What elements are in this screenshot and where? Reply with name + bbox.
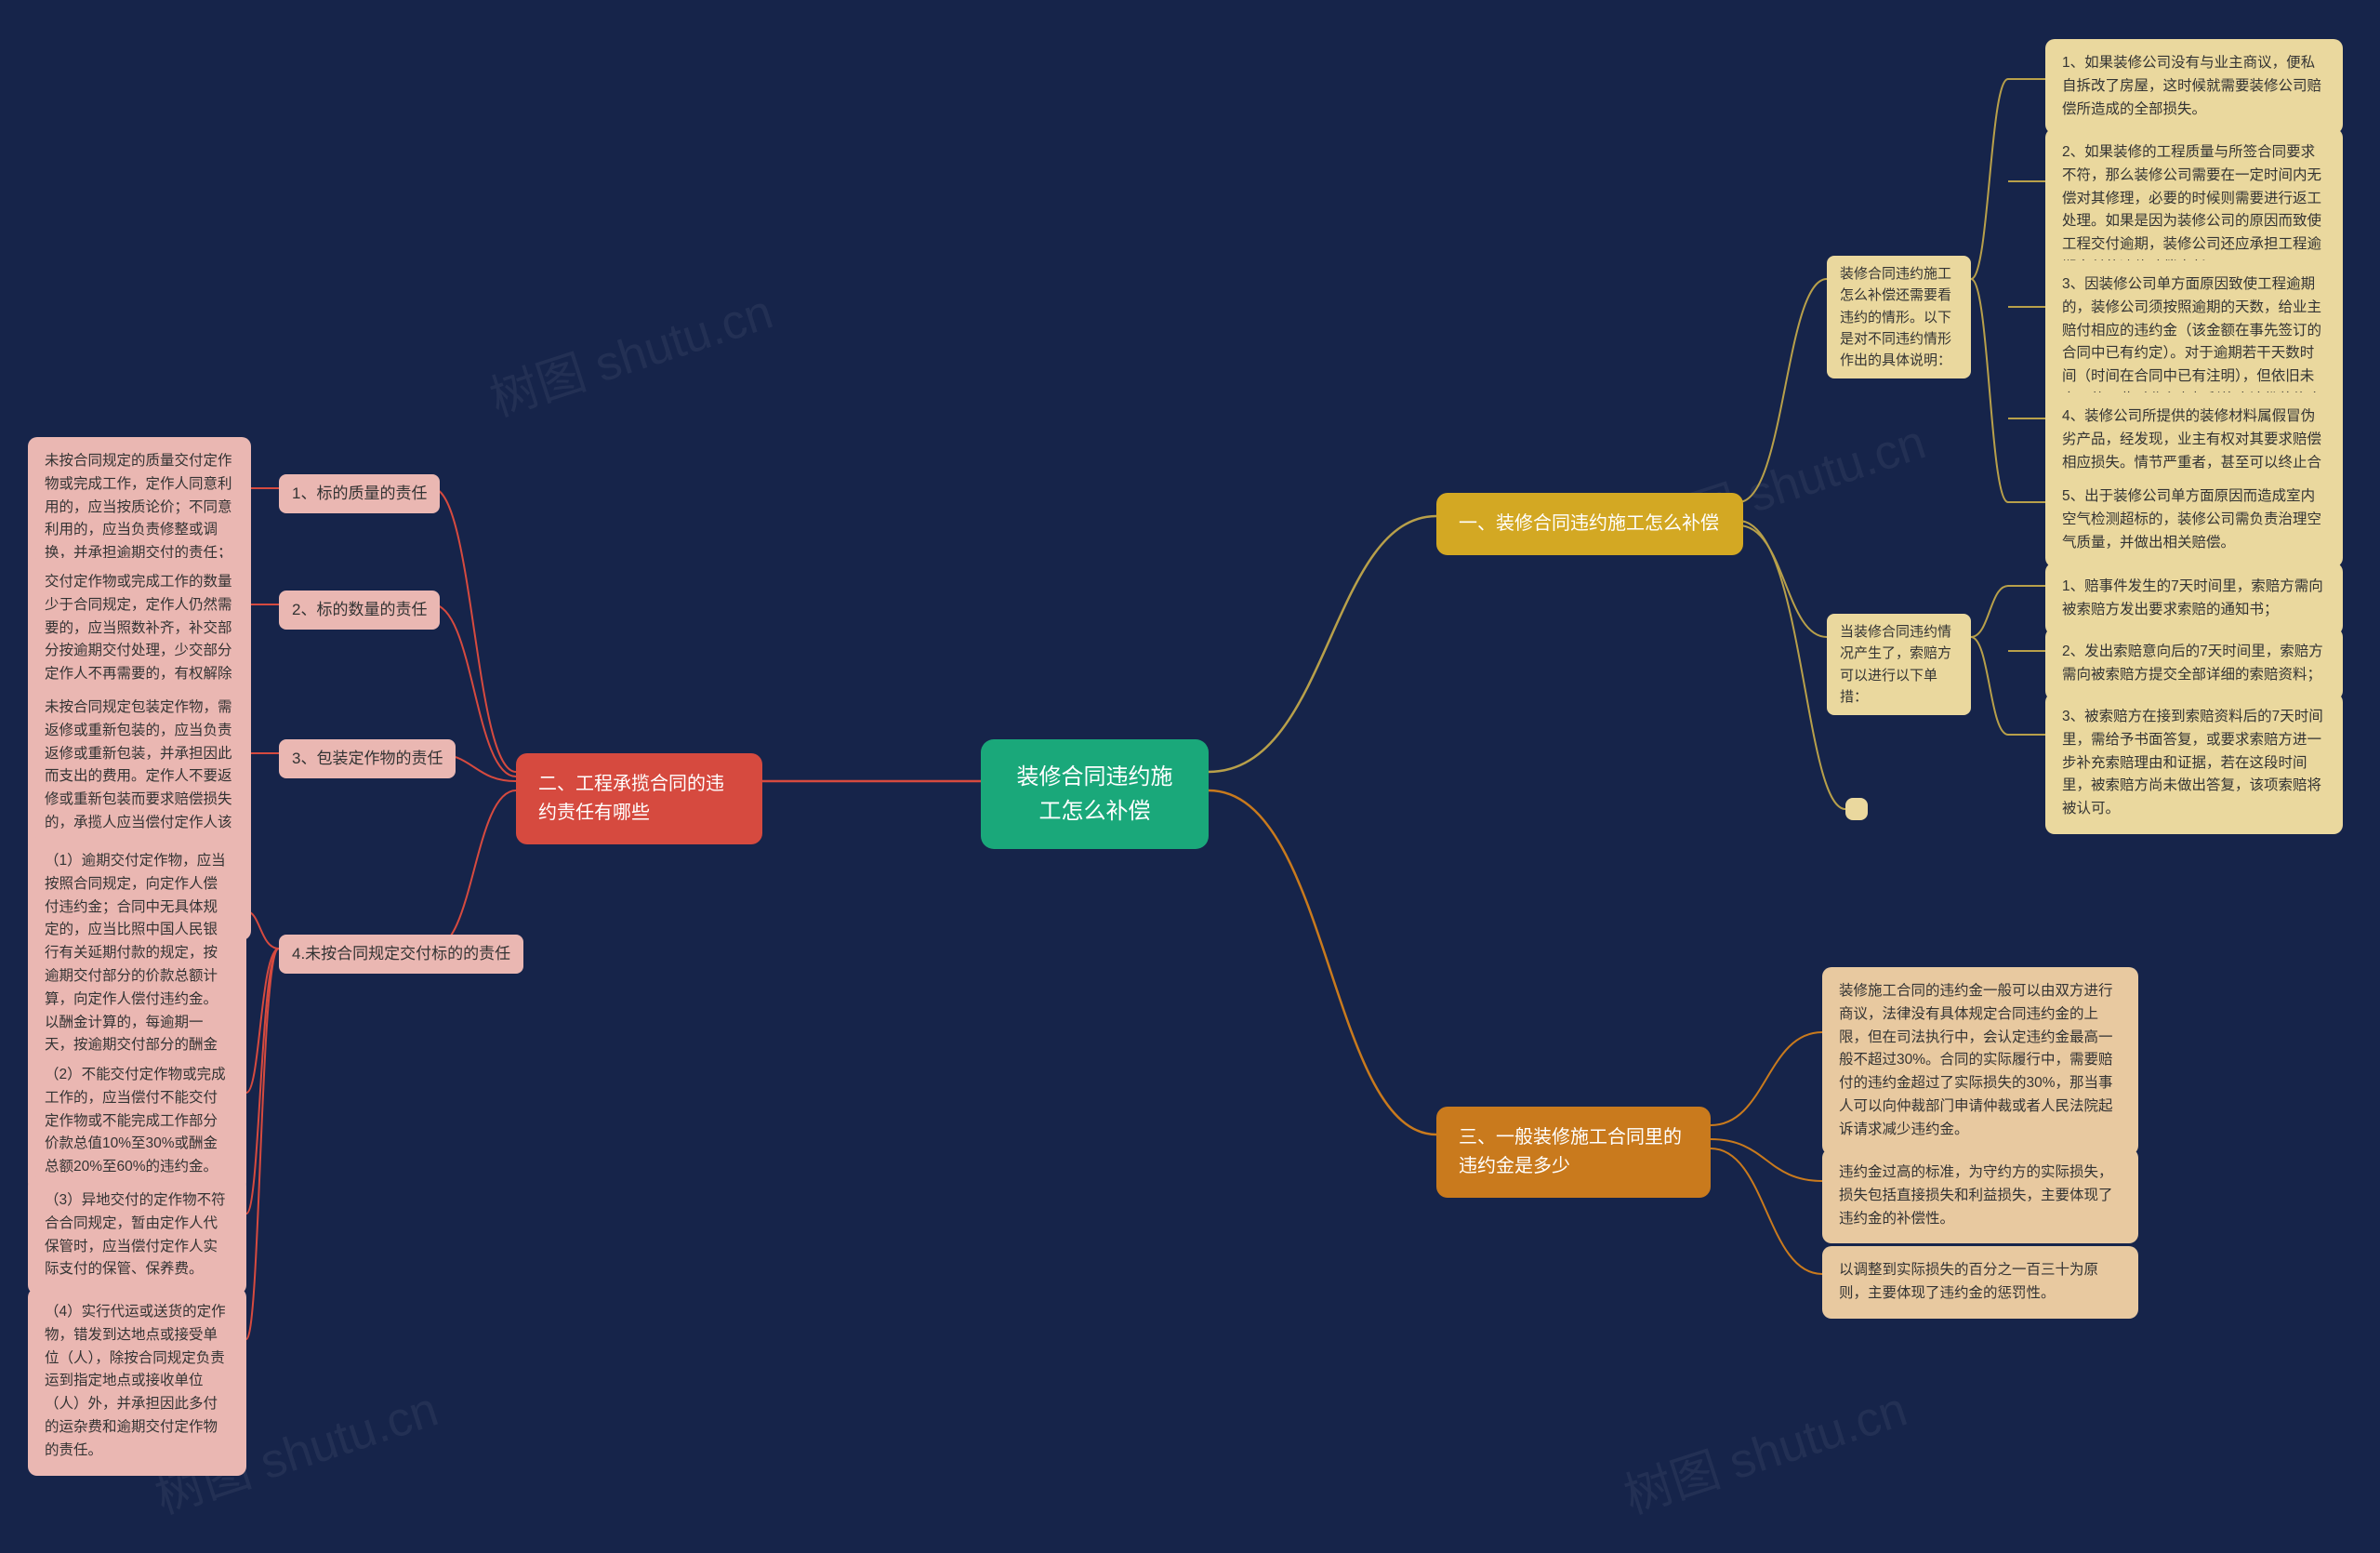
branch1-extra-node [1845, 798, 1868, 820]
branch1-sub2: 当装修合同违约情况产生了，索赔方可以进行以下单措： [1827, 614, 1971, 715]
branch1-sub1: 装修合同违约施工怎么补偿还需要看违约的情形。以下是对不同违约情形作出的具体说明： [1827, 256, 1971, 378]
branch-3: 三、一般装修施工合同里的违约金是多少 [1436, 1107, 1711, 1198]
branch2-sub-1: 1、标的质量的责任 [279, 474, 440, 513]
branch1-sub2-leaf-3: 3、被索赔方在接到索赔资料后的7天时间里，需给予书面答复，或要求索赔方进一步补充… [2045, 693, 2343, 834]
branch2-sub-3: 3、包装定作物的责任 [279, 739, 456, 778]
watermark: 树图 shutu.cn [1614, 1370, 1914, 1527]
watermark: 树图 shutu.cn [480, 272, 780, 430]
branch2-sub4-leaf-3: （3）异地交付的定作物不符合合同规定，暂由定作人代保管时，应当偿付定作人实际支付… [28, 1176, 246, 1294]
branch3-leaf-3: 以调整到实际损失的百分之一百三十为原则，主要体现了违约金的惩罚性。 [1822, 1246, 2138, 1319]
branch2-sub4-leaf-4: （4）实行代运或送货的定作物，错发到达地点或接受单位（人），除按合同规定负责运到… [28, 1288, 246, 1476]
branch2-sub-2: 2、标的数量的责任 [279, 591, 440, 630]
branch1-sub2-leaf-2: 2、发出索赔意向后的7天时间里，索赔方需向被索赔方提交全部详细的索赔资料； [2045, 628, 2343, 700]
root-node: 装修合同违约施工怎么补偿 [981, 739, 1209, 849]
branch2-sub4-leaf-2: （2）不能交付定作物或完成工作的，应当偿付不能交付定作物或不能完成工作部分价款总… [28, 1051, 246, 1192]
branch-1: 一、装修合同违约施工怎么补偿 [1436, 493, 1743, 555]
branch1-sub1-leaf-1: 1、如果装修公司没有与业主商议，便私自拆改了房屋，这时候就需要装修公司赔偿所造成… [2045, 39, 2343, 134]
branch3-leaf-2: 违约金过高的标准，为守约方的实际损失，损失包括直接损失和利益损失，主要体现了违约… [1822, 1148, 2138, 1243]
branch2-sub-4: 4.未按合同规定交付标的的责任 [279, 935, 523, 974]
branch-2: 二、工程承揽合同的违约责任有哪些 [516, 753, 762, 844]
branch1-sub1-leaf-5: 5、出于装修公司单方面原因而造成室内空气检测超标的，装修公司需负责治理空气质量，… [2045, 472, 2343, 567]
branch1-sub2-leaf-1: 1、赔事件发生的7天时间里，索赔方需向被索赔方发出要求索赔的通知书； [2045, 563, 2343, 635]
branch3-leaf-1: 装修施工合同的违约金一般可以由双方进行商议，法律没有具体规定合同违约金的上限，但… [1822, 967, 2138, 1155]
